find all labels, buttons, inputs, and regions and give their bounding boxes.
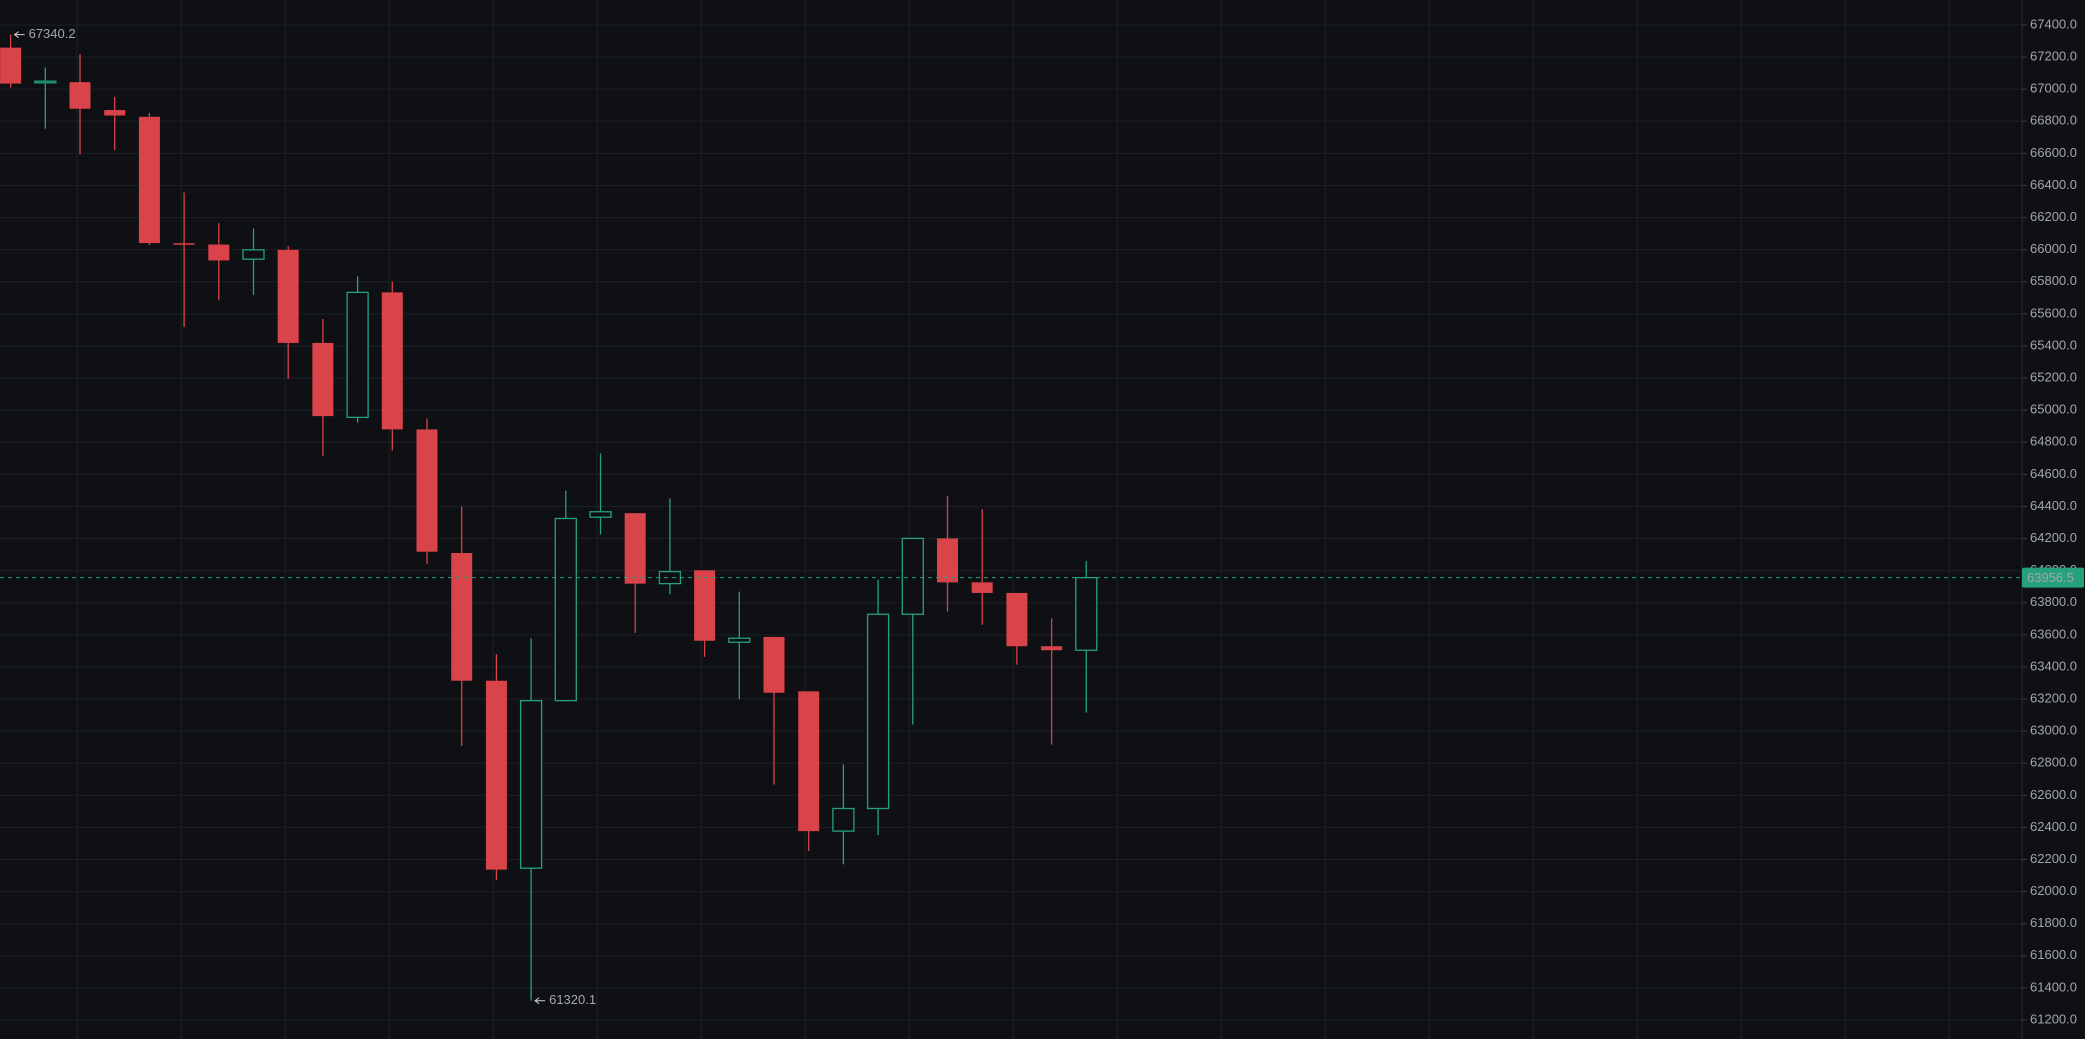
- y-tick-label: 63000.0: [2030, 723, 2077, 738]
- candle-body: [416, 429, 438, 552]
- annotation-arrow: [534, 997, 546, 1005]
- candle-body: [1041, 646, 1063, 651]
- y-tick-label: 64800.0: [2030, 434, 2077, 449]
- y-tick-label: 66000.0: [2030, 241, 2077, 256]
- extreme-label: 61320.1: [549, 992, 596, 1007]
- y-tick-label: 62600.0: [2030, 787, 2077, 802]
- candle-body: [277, 249, 299, 343]
- candle-body: [519, 699, 543, 869]
- candle-body: [312, 342, 334, 417]
- y-tick-label: 64400.0: [2030, 498, 2077, 513]
- y-tick-label: 66200.0: [2030, 209, 2077, 224]
- y-tick-label: 67200.0: [2030, 49, 2077, 64]
- y-tick-label: 67000.0: [2030, 81, 2077, 96]
- candle-body: [34, 80, 57, 84]
- y-tick-label: 66800.0: [2030, 113, 2077, 128]
- candle-body: [658, 570, 682, 585]
- y-tick-label: 64600.0: [2030, 466, 2077, 481]
- last-price-badge: [2022, 567, 2084, 588]
- extreme-label: 67340.2: [29, 26, 76, 41]
- y-tick-label: 65000.0: [2030, 402, 2077, 417]
- candle-body: [104, 110, 126, 116]
- y-tick-label: 61200.0: [2030, 1011, 2077, 1026]
- y-tick-label: 63800.0: [2030, 594, 2077, 609]
- candle-body: [694, 570, 716, 641]
- y-tick-label: 63600.0: [2030, 626, 2077, 641]
- candle-body: [69, 82, 91, 109]
- candle-body: [866, 613, 890, 810]
- candle-body: [451, 552, 473, 681]
- candle-body: [554, 517, 577, 702]
- candle-body: [832, 807, 855, 832]
- candle-body: [208, 244, 230, 261]
- candle-body: [728, 637, 751, 643]
- candle-body: [1075, 576, 1098, 651]
- annotation-arrow: [13, 31, 25, 38]
- y-tick-label: 64200.0: [2030, 530, 2077, 545]
- candle-body: [589, 511, 612, 518]
- candle-body: [0, 47, 22, 84]
- candle-body: [937, 538, 958, 583]
- candle-body: [1006, 592, 1028, 647]
- y-tick-label: 65600.0: [2030, 305, 2077, 320]
- candle-body: [971, 582, 993, 593]
- y-tick-label: 66600.0: [2030, 145, 2077, 160]
- last-price-label: 63956.5: [2027, 570, 2074, 585]
- y-tick-label: 63400.0: [2030, 658, 2077, 673]
- y-tick-label: 66400.0: [2030, 177, 2077, 192]
- candle-body: [485, 680, 507, 870]
- candle-body: [624, 513, 646, 584]
- y-tick-label: 61400.0: [2030, 979, 2077, 994]
- candle-body: [138, 116, 160, 244]
- y-tick-label: 62200.0: [2030, 851, 2077, 866]
- candle-body: [763, 636, 785, 693]
- y-tick-label: 67400.0: [2030, 16, 2077, 31]
- candle-body: [173, 243, 195, 245]
- candle-body: [381, 292, 403, 430]
- candle-body: [242, 249, 265, 260]
- candle-body: [798, 691, 820, 832]
- y-tick-label: 61600.0: [2030, 947, 2077, 962]
- candle-body: [901, 537, 924, 615]
- y-tick-label: 63200.0: [2030, 690, 2077, 705]
- y-tick-label: 61800.0: [2030, 915, 2077, 930]
- y-tick-label: 65800.0: [2030, 273, 2077, 288]
- y-tick-label: 62000.0: [2030, 883, 2077, 898]
- y-tick-label: 65400.0: [2030, 337, 2077, 352]
- y-tick-label: 62800.0: [2030, 755, 2077, 770]
- y-tick-label: 62400.0: [2030, 819, 2077, 834]
- candle-body: [346, 291, 369, 419]
- y-tick-label: 65200.0: [2030, 370, 2077, 385]
